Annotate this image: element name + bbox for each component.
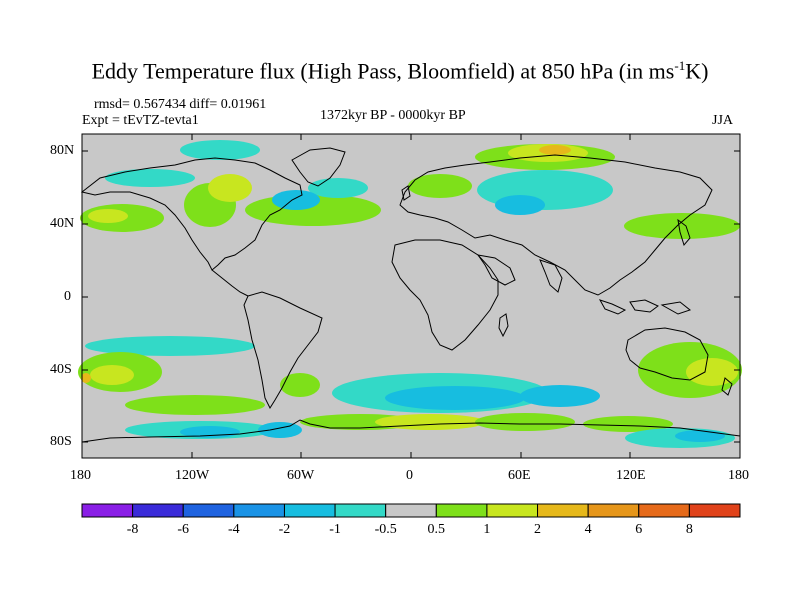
colorbar-label: -4 [228, 522, 240, 537]
x-tick-label: 0 [406, 468, 413, 483]
new-zealand-outline [721, 377, 733, 396]
anomaly-patch-negative [105, 169, 195, 187]
colorbar-label: 6 [635, 522, 643, 537]
anomaly-patch-positive [88, 209, 128, 223]
experiment-label: Expt = tEvTZ-tevta1 [82, 113, 199, 128]
title-tail: K) [685, 58, 709, 84]
colorbar-label: -8 [126, 522, 139, 537]
anomaly-patch-positive [280, 373, 320, 397]
x-tick-label: 60W [287, 468, 315, 483]
anomaly-patch-positive [125, 395, 265, 415]
colorbar-label: -2 [278, 522, 291, 537]
eurasia-outline [399, 154, 713, 296]
anomaly-patch-positive [539, 145, 571, 155]
y-tick-label: 40N [50, 216, 75, 231]
anomaly-patch-negative [272, 190, 320, 210]
anomaly-patch-negative [520, 385, 600, 407]
season-label: JJA [712, 113, 734, 128]
x-tick-label: 120W [175, 468, 210, 483]
central-america-outline [211, 269, 249, 297]
y-tick-label: 80N [50, 143, 75, 158]
y-tick-label: 40S [50, 362, 72, 377]
anomaly-patch-negative [675, 430, 725, 442]
uk-outline [401, 185, 411, 201]
colorbar-label: -6 [177, 522, 190, 537]
colorbar-label: 8 [685, 522, 693, 537]
period-label: 1372kyr BP - 0000kyr BP [320, 108, 466, 123]
anomaly-patch-positive [90, 365, 134, 385]
madagascar-outline [498, 313, 509, 338]
colorbar-label: 2 [534, 522, 542, 537]
colorbar-label: 4 [584, 522, 592, 537]
australia-outline [625, 327, 709, 381]
anomaly-patch-positive [475, 413, 575, 431]
title-sup: -1 [674, 58, 686, 73]
stats-text: rmsd= 0.567434 diff= 0.01961 [94, 97, 267, 112]
colorbar-label: 1 [483, 522, 491, 537]
anomaly-patch-negative [258, 422, 302, 438]
colorbar-label: -0.5 [374, 522, 397, 537]
anomaly-patch-negative [385, 386, 525, 410]
anomaly-patch-negative [180, 140, 260, 160]
x-tick-label: 120E [616, 468, 646, 483]
y-tick-label: 0 [64, 289, 71, 304]
tick-marks [82, 134, 740, 458]
colorbar-label: 0.5 [427, 522, 446, 537]
colorbar-label: -1 [329, 522, 341, 537]
anomaly-patch-negative [308, 178, 368, 198]
x-tick-label: 60E [508, 468, 531, 483]
anomaly-patch-positive [81, 373, 91, 383]
anomaly-patch-positive [375, 414, 485, 430]
india-outline [539, 259, 563, 293]
greenland-outline [291, 147, 346, 187]
title-main: Eddy Temperature flux (High Pass, Bloomf… [91, 58, 675, 84]
y-tick-label: 80S [50, 434, 72, 449]
arabia-outline [476, 254, 516, 286]
anomaly-patch-positive [624, 213, 740, 239]
chart-title: Eddy Temperature flux (High Pass, Bloomf… [0, 58, 800, 84]
anomaly-patches [78, 140, 742, 448]
anomaly-patch-positive [408, 174, 472, 198]
anomaly-patch-positive [583, 416, 673, 432]
africa-outline [391, 239, 499, 351]
anomaly-patch-positive [208, 174, 252, 202]
japan-outline [677, 218, 691, 247]
south-america-outline [243, 291, 323, 410]
indonesia-outline [598, 299, 692, 315]
anomaly-patch-negative [85, 336, 255, 356]
x-tick-label: 180 [728, 468, 749, 483]
coastlines [80, 147, 741, 443]
anomaly-patch-negative [495, 195, 545, 215]
x-tick-label: 180 [70, 468, 91, 483]
antarctica-outline [81, 419, 741, 443]
north-america-outline [80, 157, 303, 271]
